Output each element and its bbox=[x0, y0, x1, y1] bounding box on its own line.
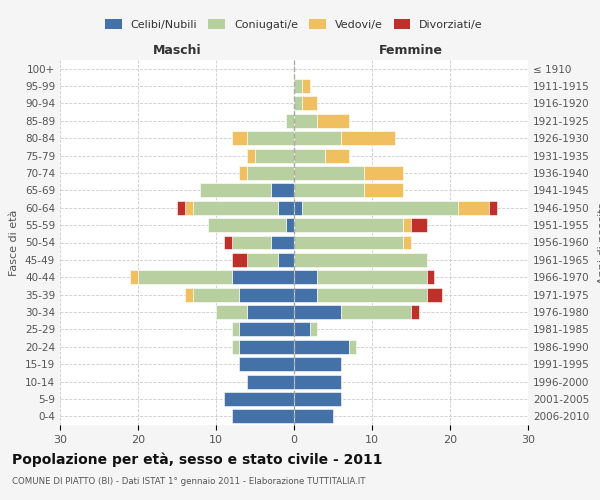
Bar bbox=[286, 218, 294, 232]
Y-axis label: Anni di nascita: Anni di nascita bbox=[598, 201, 600, 284]
Bar bbox=[255, 148, 294, 162]
Bar bbox=[247, 148, 255, 162]
Bar bbox=[310, 322, 317, 336]
Bar bbox=[232, 270, 294, 284]
Bar bbox=[294, 322, 310, 336]
Bar bbox=[411, 305, 419, 319]
Bar bbox=[177, 201, 185, 214]
Bar bbox=[216, 305, 247, 319]
Bar bbox=[411, 218, 427, 232]
Bar bbox=[247, 305, 294, 319]
Bar bbox=[294, 79, 302, 93]
Bar bbox=[302, 201, 458, 214]
Bar bbox=[232, 322, 239, 336]
Bar bbox=[247, 374, 294, 388]
Bar bbox=[239, 340, 294, 353]
Bar bbox=[403, 218, 411, 232]
Bar bbox=[349, 340, 356, 353]
Bar bbox=[341, 305, 411, 319]
Bar bbox=[317, 270, 427, 284]
Bar bbox=[294, 253, 427, 267]
Bar bbox=[239, 288, 294, 302]
Text: Popolazione per età, sesso e stato civile - 2011: Popolazione per età, sesso e stato civil… bbox=[12, 452, 383, 467]
Bar bbox=[294, 166, 364, 180]
Bar bbox=[294, 392, 341, 406]
Bar bbox=[232, 340, 239, 353]
Bar bbox=[232, 253, 247, 267]
Text: Femmine: Femmine bbox=[379, 44, 443, 58]
Text: Maschi: Maschi bbox=[152, 44, 202, 58]
Bar bbox=[193, 288, 239, 302]
Bar bbox=[294, 236, 403, 250]
Bar bbox=[193, 201, 278, 214]
Bar bbox=[239, 166, 247, 180]
Bar bbox=[278, 253, 294, 267]
Bar bbox=[427, 288, 442, 302]
Text: COMUNE DI PIATTO (BI) - Dati ISTAT 1° gennaio 2011 - Elaborazione TUTTITALIA.IT: COMUNE DI PIATTO (BI) - Dati ISTAT 1° ge… bbox=[12, 478, 365, 486]
Bar bbox=[185, 288, 193, 302]
Bar bbox=[185, 201, 193, 214]
Bar bbox=[294, 340, 349, 353]
Bar bbox=[294, 148, 325, 162]
Bar bbox=[294, 410, 333, 424]
Bar bbox=[138, 270, 232, 284]
Bar bbox=[294, 114, 317, 128]
Bar bbox=[341, 132, 395, 145]
Bar bbox=[232, 410, 294, 424]
Bar bbox=[294, 201, 302, 214]
Bar bbox=[364, 184, 403, 198]
Bar bbox=[294, 270, 317, 284]
Bar bbox=[294, 218, 403, 232]
Bar bbox=[247, 253, 278, 267]
Bar bbox=[294, 305, 341, 319]
Bar bbox=[232, 132, 247, 145]
Bar bbox=[302, 79, 310, 93]
Bar bbox=[200, 184, 271, 198]
Bar bbox=[294, 288, 317, 302]
Bar bbox=[489, 201, 497, 214]
Bar bbox=[317, 114, 349, 128]
Bar bbox=[271, 184, 294, 198]
Bar bbox=[286, 114, 294, 128]
Bar bbox=[302, 96, 317, 110]
Bar bbox=[224, 392, 294, 406]
Bar bbox=[364, 166, 403, 180]
Bar bbox=[294, 374, 341, 388]
Bar bbox=[239, 322, 294, 336]
Legend: Celibi/Nubili, Coniugati/e, Vedovi/e, Divorziati/e: Celibi/Nubili, Coniugati/e, Vedovi/e, Di… bbox=[101, 14, 487, 34]
Bar bbox=[271, 236, 294, 250]
Bar bbox=[294, 357, 341, 371]
Bar bbox=[294, 96, 302, 110]
Bar bbox=[239, 357, 294, 371]
Bar bbox=[232, 236, 271, 250]
Bar bbox=[294, 132, 341, 145]
Bar bbox=[224, 236, 232, 250]
Bar bbox=[458, 201, 489, 214]
Bar bbox=[403, 236, 411, 250]
Bar bbox=[208, 218, 286, 232]
Bar bbox=[325, 148, 349, 162]
Bar bbox=[317, 288, 427, 302]
Bar bbox=[427, 270, 434, 284]
Y-axis label: Fasce di età: Fasce di età bbox=[10, 210, 19, 276]
Bar bbox=[294, 184, 364, 198]
Bar bbox=[247, 166, 294, 180]
Bar bbox=[278, 201, 294, 214]
Bar bbox=[130, 270, 138, 284]
Bar bbox=[247, 132, 294, 145]
